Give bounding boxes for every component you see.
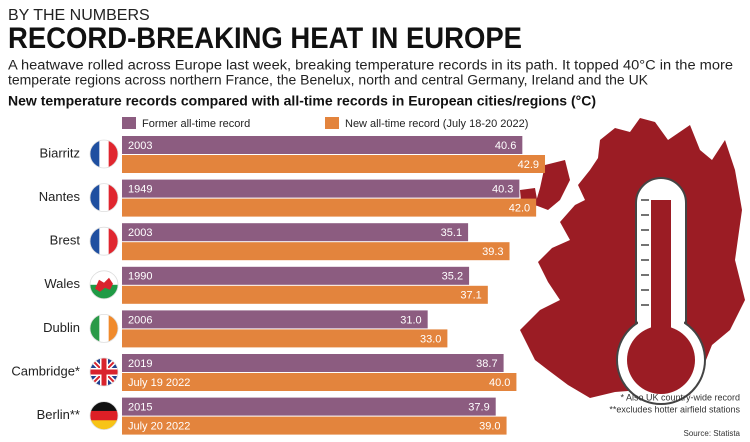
value-label: 31.0 (400, 314, 421, 326)
header: BY THE NUMBERS (8, 7, 150, 24)
flag-stripe (90, 401, 118, 412)
flag-stripe (108, 227, 118, 256)
y-tick-label: Dublin (43, 320, 80, 335)
flag-rim (89, 313, 119, 343)
legend-swatch (122, 117, 136, 129)
flag-clip (90, 183, 118, 212)
value-label: 39.3 (482, 246, 503, 258)
flag (89, 139, 119, 169)
value-label: 38.7 (476, 358, 497, 370)
bar-label: 2003 (128, 227, 152, 239)
legend-label: Former all-time record (142, 118, 250, 130)
flag-stripe (99, 314, 110, 343)
bar (122, 373, 517, 391)
bar (122, 179, 520, 198)
flag-stripe (90, 227, 100, 256)
legend-swatch (325, 117, 339, 129)
flag-dragon (95, 277, 113, 292)
bar-label: 2003 (128, 140, 152, 152)
bar (122, 285, 488, 304)
bar (122, 310, 428, 329)
flag-clip (90, 401, 118, 430)
y-tick-label: Wales (44, 276, 80, 291)
bar (122, 416, 507, 435)
value-label: 33.0 (420, 333, 441, 345)
y-tick-label: Cambridge* (11, 363, 80, 378)
bar (122, 397, 496, 416)
flag (89, 357, 119, 387)
flag (89, 226, 119, 256)
bar-label: 1949 (128, 184, 152, 196)
subtitle: temperate regions across northern France… (8, 73, 648, 88)
source: Source: Statista (684, 429, 741, 438)
flag-stripe (90, 410, 118, 421)
flag-clip (90, 140, 118, 168)
flag-stripe (108, 314, 118, 343)
flag-stripe (108, 183, 118, 212)
flag (89, 270, 119, 300)
bar (122, 242, 510, 261)
value-label: 40.0 (489, 377, 510, 389)
bar (122, 329, 448, 348)
bar (122, 354, 504, 372)
bar (122, 136, 523, 154)
value-label: 35.2 (442, 271, 463, 283)
flag-stripe (108, 140, 118, 168)
flag-stripe (99, 140, 110, 168)
flags (89, 139, 119, 431)
flag-stripe (99, 227, 110, 256)
flag-rim (89, 226, 119, 256)
flag-stripe (90, 140, 100, 168)
y-tick-label: Berlin** (37, 407, 80, 422)
bar (122, 266, 470, 285)
flag-clip (90, 314, 118, 343)
bar-label: 2015 (128, 402, 152, 414)
flag-stripe (90, 314, 100, 343)
value-label: 35.1 (441, 227, 462, 239)
chart-subtitle: New temperature records compared with al… (8, 93, 596, 109)
flag (89, 313, 119, 343)
y-tick-label: Nantes (39, 189, 81, 204)
flag-stripe (90, 420, 118, 430)
flag-rim (89, 139, 119, 169)
value-label: 42.0 (509, 203, 530, 215)
subtitle: A heatwave rolled across Europe last wee… (8, 58, 733, 73)
bar-label: 2006 (128, 314, 152, 326)
bar-label: July 20 2022 (128, 421, 190, 433)
flag-rim (89, 401, 119, 431)
flag (89, 183, 119, 213)
flag-clip (90, 358, 118, 386)
footnote: **excludes hotter airfield stations (609, 404, 740, 414)
flag-clip (90, 227, 118, 256)
chart-title: RECORD-BREAKING HEAT IN EUROPE (8, 22, 522, 55)
value-label: 40.3 (492, 184, 513, 196)
value-label: 37.1 (460, 290, 481, 302)
value-label: 39.0 (479, 421, 500, 433)
flag-rim (89, 357, 119, 387)
flag (89, 401, 119, 431)
thermometer (616, 177, 706, 405)
bar-label: 2019 (128, 358, 152, 370)
value-label: 42.9 (518, 159, 539, 171)
y-tick-label: Biarritz (40, 145, 80, 160)
value-label: 37.9 (468, 402, 489, 414)
y-tick-label: Brest (50, 233, 81, 248)
bar-label: 1990 (128, 271, 152, 283)
flag-cross (101, 358, 107, 386)
flag-rim (89, 270, 119, 300)
bar-label: July 19 2022 (128, 377, 190, 389)
flag-stripe (99, 183, 110, 212)
legend-label: New all-time record (July 18-20 2022) (345, 118, 528, 130)
flag-rim (89, 183, 119, 213)
bar (122, 155, 546, 173)
bar (122, 198, 537, 217)
flag-clip (90, 270, 118, 299)
flag-stripe (90, 183, 100, 212)
flag-stripe (90, 270, 118, 285)
footnote: * Also UK country-wide record (620, 392, 740, 402)
value-label: 40.6 (495, 140, 516, 152)
bar (122, 223, 469, 242)
